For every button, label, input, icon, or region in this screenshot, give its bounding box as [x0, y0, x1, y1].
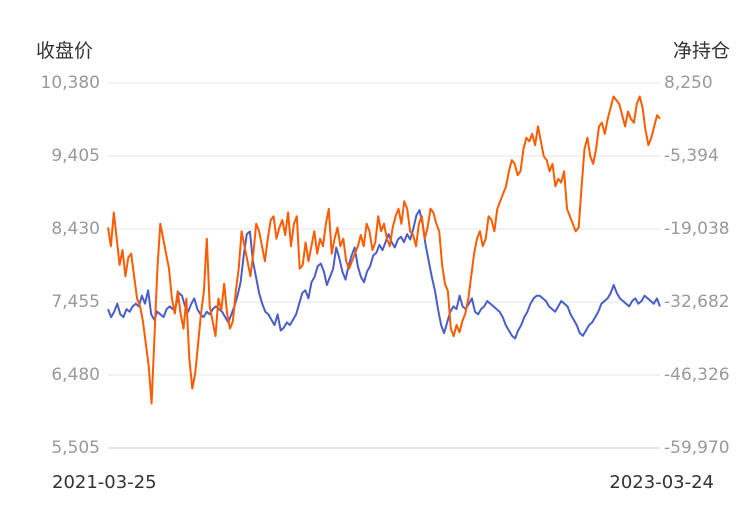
right-axis-title: 净持仓: [672, 40, 730, 62]
right-tick-label: -46,326: [664, 365, 730, 385]
closing-price-line: [107, 95, 661, 405]
left-tick-label: 9,405: [51, 146, 100, 166]
left-tick-label: 5,505: [51, 438, 100, 458]
left-tick-label: 8,430: [51, 219, 100, 239]
left-tick-label: 6,480: [51, 365, 100, 385]
net-position-line: [107, 209, 661, 340]
right-tick-label: -19,038: [664, 219, 730, 239]
right-tick-label: -5,394: [664, 146, 719, 166]
x-end-date: 2023-03-24: [609, 472, 714, 493]
right-tick-label: -32,682: [664, 292, 730, 312]
left-tick-label: 7,455: [51, 292, 100, 312]
right-tick-label: -59,970: [664, 438, 730, 458]
right-tick-label: 8,250: [664, 73, 713, 93]
left-tick-label: 10,380: [40, 73, 100, 93]
left-axis-title: 收盘价: [36, 40, 94, 62]
x-start-date: 2021-03-25: [52, 472, 157, 493]
